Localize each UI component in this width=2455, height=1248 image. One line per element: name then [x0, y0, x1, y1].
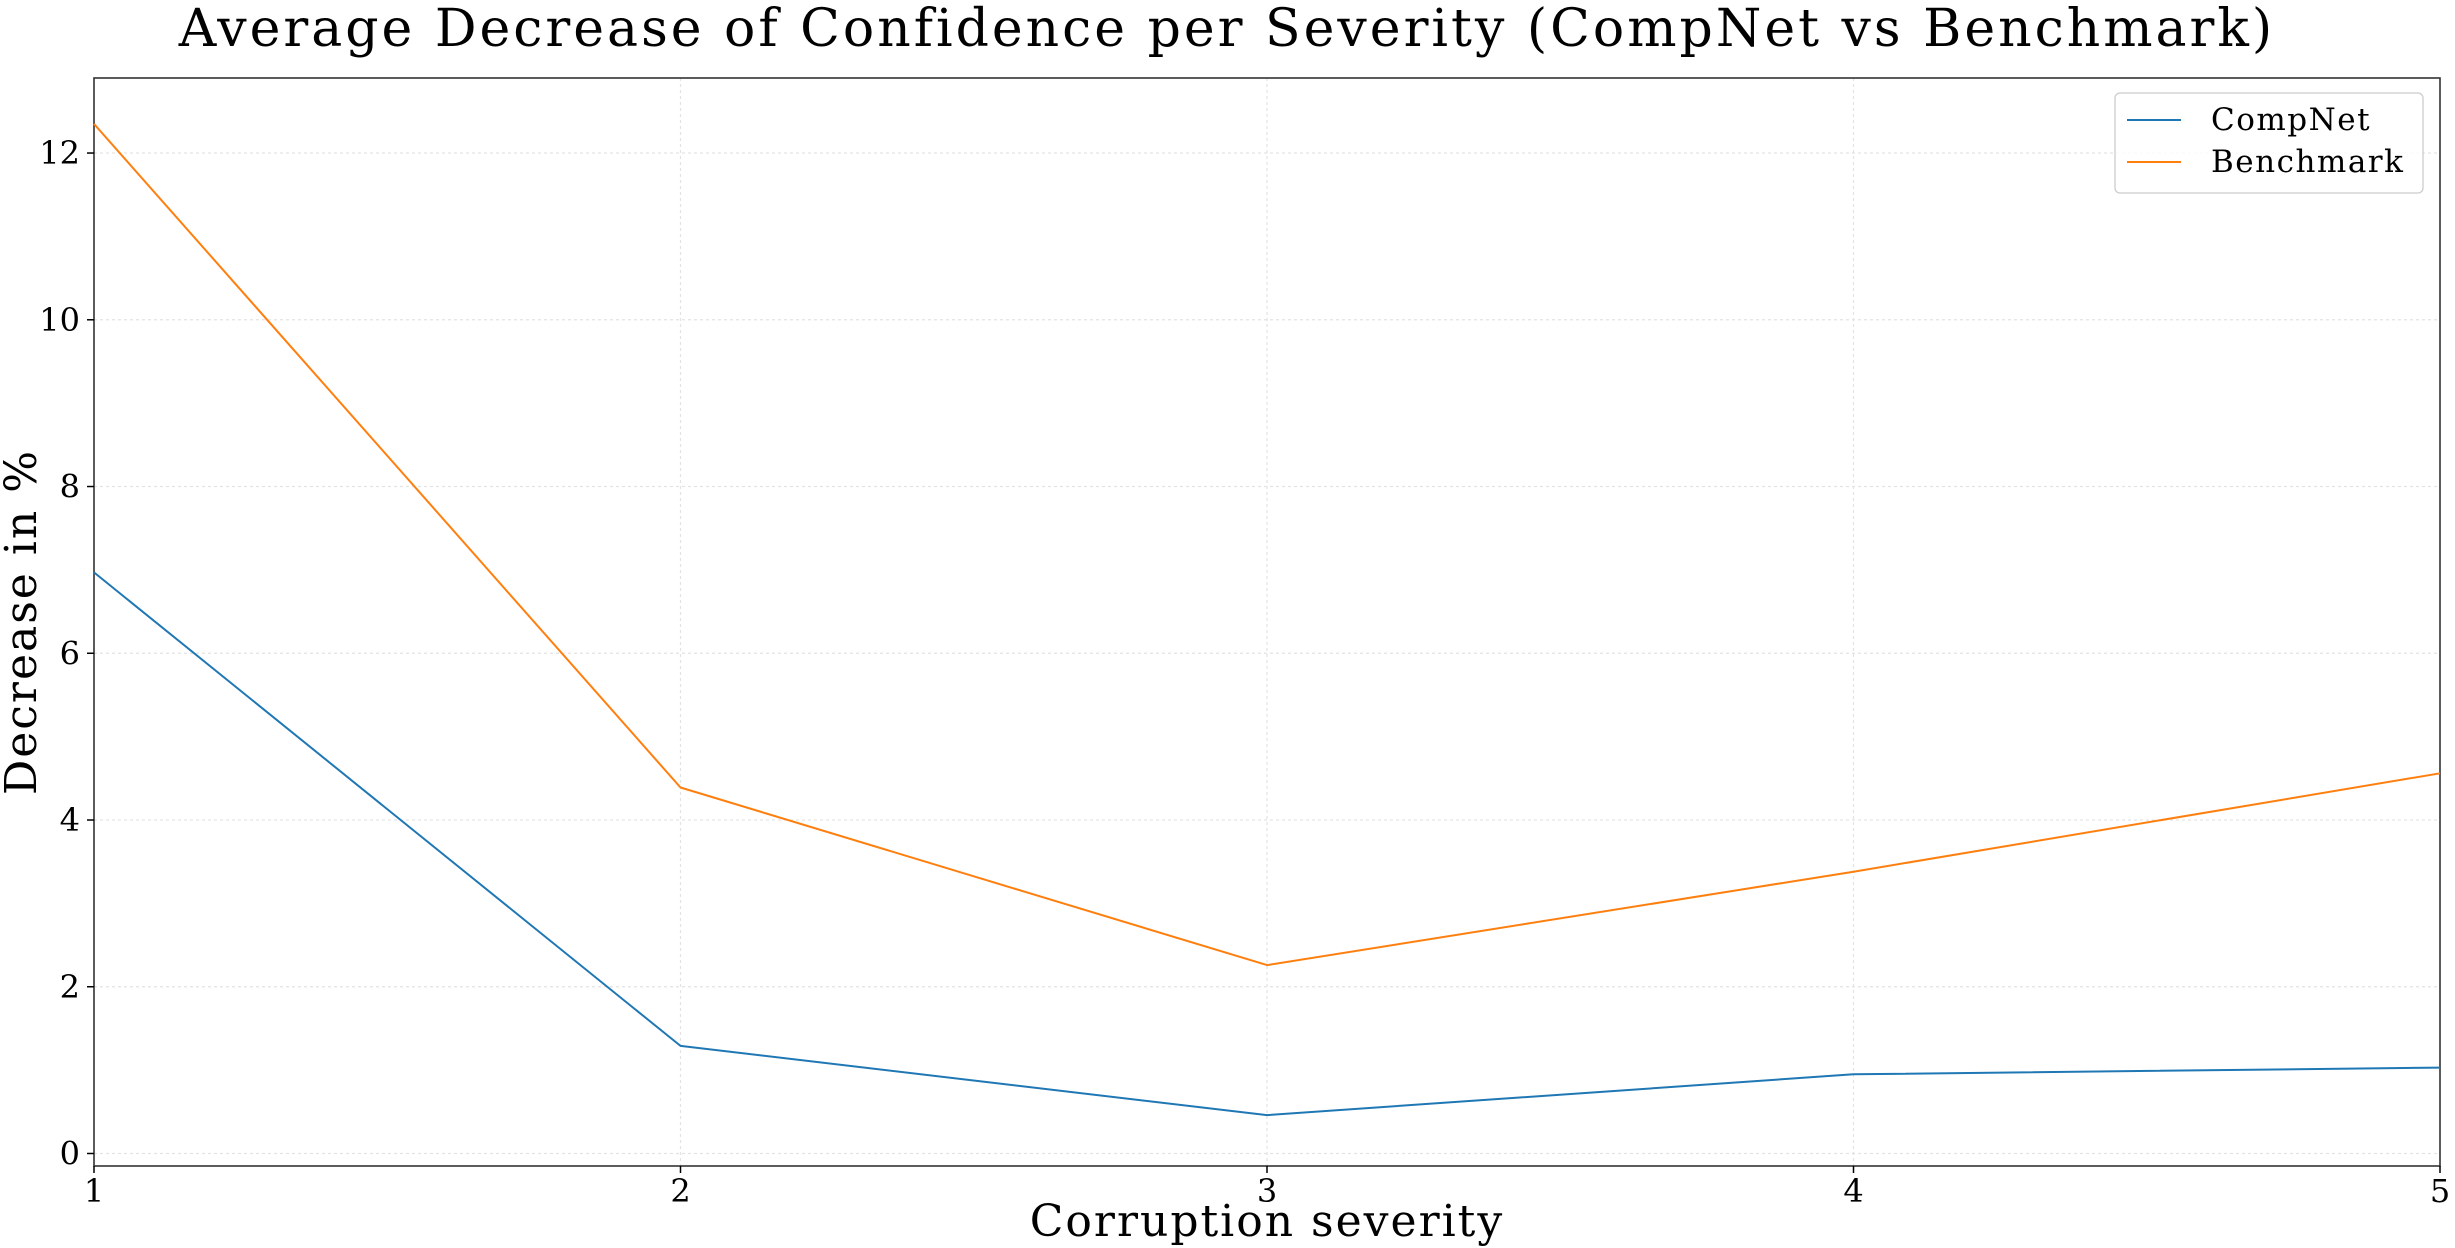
- x-axis-label: Corruption severity: [1030, 1196, 1504, 1247]
- y-tick-label: 8: [60, 468, 80, 506]
- y-tick-label: 2: [60, 968, 80, 1006]
- grid-lines: [93, 78, 2441, 1166]
- x-tick-label: 4: [1843, 1172, 1863, 1210]
- x-tick-label: 3: [1257, 1172, 1277, 1210]
- legend: CompNet Benchmark: [2114, 92, 2424, 194]
- y-tick-label: 12: [39, 134, 80, 172]
- y-tick-label: 0: [60, 1134, 80, 1172]
- series-line-compnet: [93, 571, 2441, 1117]
- y-tick-label: 4: [60, 801, 80, 839]
- y-tick-label: 10: [39, 301, 80, 339]
- legend-label-benchmark: Benchmark: [2211, 144, 2404, 180]
- x-tick-label: 2: [670, 1172, 690, 1210]
- legend-frame: [2114, 92, 2424, 194]
- x-tick-label: 5: [2430, 1172, 2450, 1210]
- y-tick-label: 6: [60, 634, 80, 672]
- series-lines: [93, 123, 2441, 1117]
- series-line-benchmark: [93, 123, 2441, 967]
- x-tick-label: 1: [84, 1172, 104, 1210]
- chart-title: Average Decrease of Confidence per Sever…: [178, 0, 2275, 59]
- y-axis-label: Decrease in %: [0, 449, 47, 795]
- legend-label-compnet: CompNet: [2211, 102, 2371, 138]
